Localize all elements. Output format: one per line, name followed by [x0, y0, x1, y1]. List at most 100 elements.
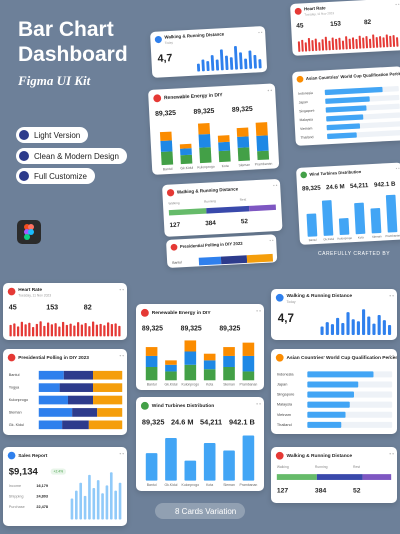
card: Walking & Running Distance Walking 127 Runn…	[271, 447, 397, 503]
card-svg: Renewable Energy in DIY 89,325 89,325 89,32…	[153, 89, 273, 172]
card-svg: Renewable Energy in DIY 89,325 89,325 89,32…	[140, 308, 261, 387]
y-label: Indonesia	[277, 371, 295, 376]
bar	[368, 38, 372, 49]
bar	[165, 438, 177, 481]
bar	[375, 37, 379, 48]
bar-segment	[218, 141, 231, 152]
bar	[103, 325, 106, 337]
x-label: Kota	[206, 383, 213, 387]
bar	[307, 391, 354, 398]
x-label: Bantul	[147, 383, 157, 387]
menu-dot	[392, 355, 394, 357]
watermark: CAREFULLY CRAFTED BY	[318, 251, 391, 257]
bar	[372, 34, 375, 48]
bar	[9, 324, 12, 337]
bar-segment	[145, 347, 158, 356]
bar-segment	[217, 266, 248, 268]
card-svg: Asian Countries' World Cup Qualification…	[275, 353, 397, 428]
card: Walking & Running Distance Today 4,7	[150, 25, 268, 79]
bar-segment	[63, 370, 94, 380]
bar-segment	[184, 351, 197, 365]
bar-segment	[220, 255, 248, 265]
pill-text: Light Version	[34, 130, 81, 140]
bar	[239, 52, 243, 70]
pill: Full Customize	[16, 168, 95, 184]
bar-segment	[72, 408, 98, 417]
y-label: Vietnam	[277, 412, 291, 417]
card-title: Asian Countries' World Cup Qualification…	[287, 355, 397, 361]
y-label: Kulonprogo	[9, 398, 28, 402]
x-label: Kota	[206, 483, 213, 487]
card-svg: Asian Countries' World Cup Qualification…	[296, 70, 400, 140]
x-label: Prambanan	[240, 483, 258, 487]
card-title: Presidential Polling in DIY 2023	[180, 241, 244, 249]
stat-label: Rest	[240, 198, 247, 202]
bar	[215, 59, 220, 71]
bar-segment	[38, 408, 73, 417]
bar	[253, 54, 257, 69]
bar-segment	[198, 133, 211, 148]
bar-segment	[236, 127, 249, 137]
x-label: Bantul	[163, 167, 173, 172]
bar	[229, 57, 234, 70]
bar	[210, 55, 215, 71]
bar	[307, 401, 350, 408]
bar	[367, 316, 371, 336]
bar	[327, 132, 357, 140]
bar	[324, 36, 328, 51]
card-icon	[153, 94, 162, 103]
bar	[118, 325, 121, 337]
card-icon	[140, 401, 149, 410]
bar-segment	[88, 420, 123, 430]
card-icon	[275, 353, 284, 362]
menu-dot	[389, 355, 391, 357]
bar	[35, 323, 38, 337]
card-svg: Walking & Running Distance Today 4,7	[154, 31, 263, 72]
x-label: Prambanan	[240, 383, 258, 387]
bar-segment	[180, 154, 193, 165]
bar	[314, 38, 318, 51]
bar	[382, 37, 385, 48]
bar	[356, 321, 360, 336]
bar-segment	[237, 147, 250, 162]
bar	[84, 322, 87, 337]
bar	[320, 326, 324, 336]
stat-value: 52	[353, 487, 361, 494]
bar-segment	[160, 140, 173, 152]
x-label: Kulonprogo	[337, 236, 352, 241]
card-subtitle: Tuesday, 11 Nov 2023	[304, 11, 334, 17]
bar	[65, 324, 69, 337]
bar	[351, 37, 355, 49]
card-svg: Wind Turbines Distribution 89,325 24.6 M 54…	[300, 167, 400, 242]
stat-value: 127	[169, 222, 180, 230]
card-title: Wind Turbines Distribution	[309, 169, 362, 177]
menu-dot	[259, 310, 261, 312]
card-title: Wind Turbines Distribution	[152, 403, 215, 409]
progress-segment	[248, 204, 277, 212]
bar	[306, 213, 318, 237]
stat-value: 89,325	[142, 325, 163, 332]
stat-value: 89,325	[142, 418, 165, 427]
bar	[326, 114, 364, 122]
bar-segment	[203, 360, 216, 370]
bar-segment	[223, 367, 235, 381]
pill-text: Clean & Modern Design	[34, 151, 119, 161]
stat-value: 153	[330, 20, 342, 28]
stat-value: 24.6 M	[171, 418, 194, 427]
bar	[307, 381, 359, 388]
x-label: Sleman	[223, 383, 235, 387]
stat-value: 153	[46, 304, 58, 312]
bar	[325, 96, 370, 104]
y-label: Singapore	[299, 109, 315, 114]
bar	[341, 40, 345, 50]
bar	[73, 325, 76, 337]
menu-dot	[395, 167, 398, 170]
card-title: Walking & Running Distance	[164, 31, 225, 39]
menu-dot	[273, 184, 275, 187]
stat-value: 4,7	[157, 52, 172, 65]
stat-value: 384	[315, 487, 327, 494]
y-label: Sleman	[9, 410, 22, 414]
bar	[387, 325, 392, 336]
card-svg: Sales Report $9,134 +2.4% Income 16,179 Shipp…	[7, 451, 124, 520]
